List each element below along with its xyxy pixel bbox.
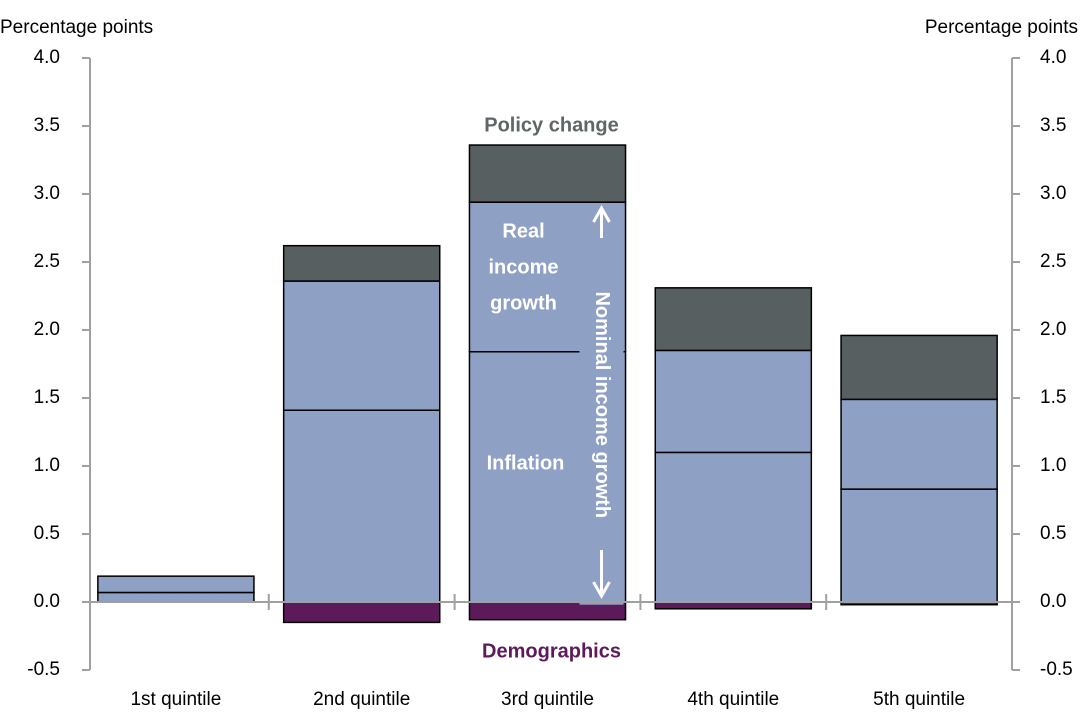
y2-tick-label: 4.0: [1040, 47, 1066, 68]
y-axis-label: Percentage points: [0, 17, 153, 38]
bar-segment: [97, 575, 255, 594]
bar-segment: [282, 409, 441, 603]
y2-tick-label: 0.0: [1040, 591, 1066, 612]
y2-tick-label: 1.5: [1040, 387, 1066, 408]
y2-tick-label: 2.5: [1040, 251, 1066, 272]
y2-tick-label: -0.5: [1040, 659, 1073, 680]
annotation: Real: [502, 220, 544, 242]
bar-segment: [654, 601, 813, 610]
y-tick-label: 2.5: [34, 251, 60, 272]
x-tick-label: 3rd quintile: [501, 689, 594, 710]
y2-tick-label: 1.0: [1040, 455, 1066, 476]
annotation: Inflation: [487, 452, 565, 474]
x-tick-label: 5th quintile: [873, 689, 965, 710]
y-tick-label: 1.0: [34, 455, 60, 476]
annotation: Policy change: [484, 114, 619, 136]
y-tick-label: 3.0: [34, 183, 60, 204]
x-tick-label: 1st quintile: [130, 689, 221, 710]
bar-segment: [840, 334, 998, 401]
y-tick-label: 1.5: [34, 387, 60, 408]
annotation: Demographics: [482, 640, 621, 662]
y-tick-label: 3.5: [34, 115, 60, 136]
y-tick-label: 0.5: [34, 523, 60, 544]
bar-segment: [654, 451, 813, 603]
y2-tick-label: 2.0: [1040, 319, 1066, 340]
bar-segment: [97, 591, 255, 603]
annotation: growth: [490, 292, 557, 314]
x-tick-label: 2nd quintile: [313, 689, 410, 710]
annotation: Nominal income growth: [591, 291, 613, 518]
arrow: [592, 550, 611, 600]
arrow: [592, 204, 611, 238]
y2-axis-label: Percentage points: [925, 17, 1078, 38]
bar-segment: [468, 144, 627, 203]
y-tick-label: 0.0: [34, 591, 60, 612]
overlay: Policy change Real income growth Inflation De…: [482, 114, 624, 662]
bar-segment: [840, 398, 998, 490]
bar-segment: [282, 244, 441, 282]
x-tick-label: 4th quintile: [687, 689, 779, 710]
arrow-backdrop: [579, 207, 624, 605]
y-tick-label: -0.5: [27, 659, 60, 680]
y2-tick-label: 3.5: [1040, 115, 1066, 136]
y2-tick-label: 0.5: [1040, 523, 1066, 544]
bar-segment: [282, 601, 441, 624]
y-tick-label: 4.0: [34, 47, 60, 68]
annotation: income: [488, 256, 558, 278]
bars: [97, 144, 998, 624]
bar-segment: [654, 287, 813, 352]
y2-tick-label: 3.0: [1040, 183, 1066, 204]
bar-segment: [282, 280, 441, 411]
bar-segment: [840, 488, 998, 603]
bar-segment: [654, 349, 813, 454]
y-tick-label: 2.0: [34, 319, 60, 340]
